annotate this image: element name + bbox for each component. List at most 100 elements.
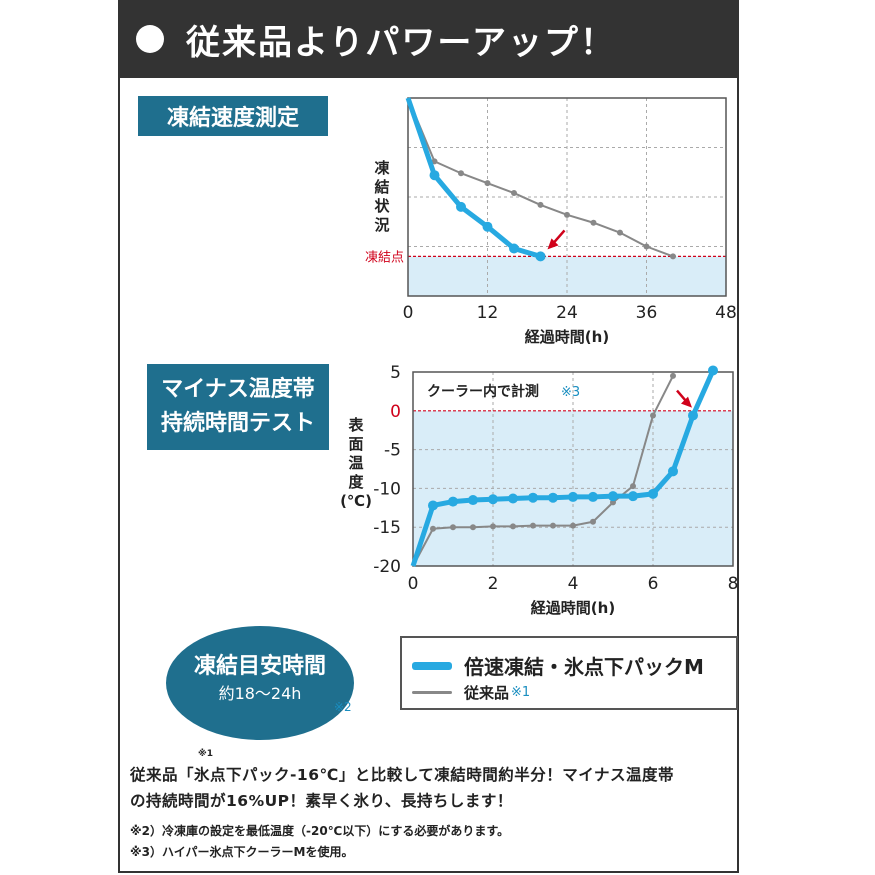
data-point-new [628,491,638,502]
data-point-old [590,219,597,226]
x-tick-label: 36 [636,303,658,323]
data-point-new [568,491,578,502]
x-tick-label: 0 [408,574,419,594]
data-point-new [468,495,478,506]
footnote-marker: ※1 [198,749,214,759]
y-axis-label-char: (℃) [340,492,372,510]
freeze-time-badge: 凍結目安時間 約18〜24h [166,626,354,740]
y-tick-label: 5 [390,363,401,383]
data-point-old [564,211,570,218]
data-point-old [643,243,650,250]
bullet-icon [136,25,164,53]
legend-swatch-old [412,691,452,694]
freeze-time-note: ※2 [334,700,352,714]
footer-note2: ※2）冷凍庫の設定を最低温度（-20℃以下）にする必要があります。 [130,824,510,838]
pointer-arrow-icon [547,238,559,250]
y-axis-label-char: 表 [348,416,364,434]
data-point-new [448,496,458,507]
y-axis-label-char: 況 [374,216,389,234]
data-point-old [431,158,438,165]
y-axis-label-char: 面 [348,435,363,453]
freeze-time-value: 約18〜24h [218,684,302,703]
x-tick-label: 2 [488,574,499,594]
section2-label-box: マイナス温度帯 持続時間テスト [147,364,329,450]
data-point-new [508,493,518,504]
legend-swatch-new [412,661,452,670]
data-point-old [590,518,596,525]
data-point-old [530,522,536,529]
y-tick-label: 0 [390,402,401,422]
y-axis-label-char: 温 [348,454,363,472]
data-point-old [650,412,656,419]
y-axis-label-char: 凍 [374,159,390,177]
y-tick-label: -15 [373,518,401,538]
data-point-new [668,466,678,477]
legend-item-old: 従来品 ※1 [412,682,530,703]
y-tick-label: -10 [373,479,401,499]
data-point-new [688,410,698,421]
header-bar: 従来品よりパワーアップ！ [118,0,739,78]
data-point-new [528,492,538,503]
annotation-note: ※3 [561,385,580,400]
data-point-old [470,524,476,531]
freeze-time-label: 凍結目安時間 [193,654,326,679]
x-tick-label: 4 [568,574,579,594]
x-axis-label: 経過時間(h) [531,599,615,617]
series-line-new [410,369,716,567]
section1-label-box: 凍結速度測定 [138,96,328,136]
data-point-new [588,491,598,502]
section2-label-line1: マイナス温度帯 [161,377,315,402]
chart-legend: 倍速凍結・氷点下パックM 従来品 ※1 [400,636,738,710]
data-point-old [458,170,464,177]
x-tick-label: 12 [477,303,499,323]
y-axis-label-char: 状 [374,197,390,215]
data-point-old [537,201,544,208]
y-axis-label-char: 度 [348,473,364,491]
footer-note3: ※3）ハイパー氷点下クーラーMを使用。 [130,845,354,859]
footer-line1: 従来品「氷点下パック-16℃」と比較して凍結時間約半分！マイナス温度帯 [130,766,674,784]
annotation-label: クーラー内で計測 [427,383,539,400]
x-tick-label: 0 [403,303,414,323]
series-line-old [412,375,674,567]
x-tick-label: 6 [648,574,659,594]
x-tick-label: 24 [556,303,578,323]
data-point-old [670,372,676,379]
data-point-new [482,221,493,232]
x-axis-label: 経過時間(h) [525,328,609,346]
page-title: 従来品よりパワーアップ！ [186,22,616,63]
section1-label: 凍結速度測定 [166,106,299,131]
data-point-new [456,201,466,212]
data-point-old [430,525,436,532]
footer-line2: の持続時間が16%UP！素早く氷り、長持ちします！ [130,792,513,810]
series-line-old [407,97,674,258]
x-tick-label: 48 [715,303,737,323]
y-tick-label: -5 [384,441,401,461]
data-point-old [450,524,456,531]
data-point-new [535,251,546,262]
section2-label-line2: 持続時間テスト [160,411,315,436]
data-point-old [511,190,517,197]
data-point-old [510,523,516,530]
data-point-old [550,522,556,529]
data-point-old [670,253,676,260]
data-point-new [428,500,438,511]
data-point-new [509,243,519,254]
legend-item-new: 倍速凍結・氷点下パックM [412,651,704,680]
data-point-old [570,522,576,529]
data-point-old [484,180,491,187]
y-axis-label-char: 結 [374,178,389,196]
freeze-point-label: 凍結点 [365,249,404,265]
legend-label-old: 従来品 [464,684,510,702]
plot-frame [407,97,727,297]
data-point-old [617,229,623,236]
data-point-new [708,365,718,376]
data-point-new [429,170,440,181]
data-point-new [548,492,558,503]
data-point-old [630,483,636,490]
legend-label-old-note: ※1 [511,685,531,700]
x-tick-label: 8 [728,574,739,594]
pointer-arrow-icon [681,396,692,408]
y-tick-label: -20 [373,557,401,577]
